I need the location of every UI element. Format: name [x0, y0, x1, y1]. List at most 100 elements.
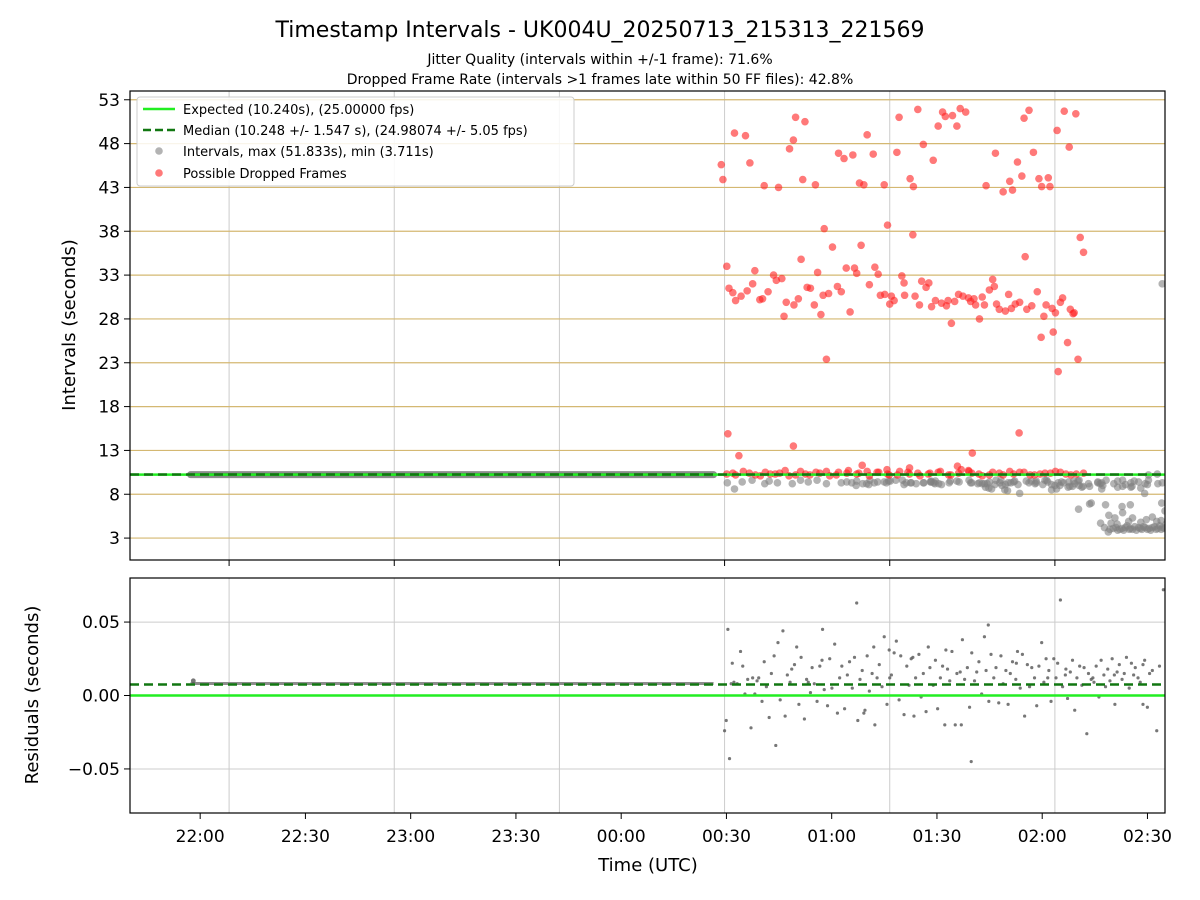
dropped-frame-point: [925, 279, 933, 287]
interval-point: [945, 479, 953, 487]
residuals-plot: −0.05 0.00 0.05 22:00 22:30 23:00 23:30 00:00 00…: [68, 577, 1172, 847]
residual-point: [984, 668, 988, 673]
dropped-frame-point: [1049, 328, 1058, 336]
dropped-frame-point: [953, 122, 961, 130]
dropped-frame-point: [950, 297, 959, 306]
interval-point: [723, 479, 732, 487]
dropped-frame-point: [1015, 298, 1024, 307]
intervals-ytick-label: 48: [98, 135, 120, 155]
residual-point: [1150, 668, 1154, 673]
residual-point: [924, 710, 928, 714]
dropped-frame-point: [858, 461, 867, 470]
residual-point: [967, 705, 972, 709]
residual-point: [808, 690, 813, 695]
interval-point: [906, 479, 915, 487]
dropped-frame-point: [852, 269, 861, 278]
dropped-frame-point: [890, 296, 898, 305]
dropped-frame-point: [1046, 469, 1055, 478]
dropped-frame-point: [980, 301, 989, 309]
dropped-frame-point: [906, 174, 914, 183]
residual-point: [746, 677, 750, 681]
dropped-frame-point: [791, 113, 800, 122]
dropped-frame-point: [828, 243, 837, 251]
residual-point: [943, 723, 947, 727]
residual-point: [959, 723, 963, 727]
dropped-frame-point: [817, 310, 825, 319]
residual-point: [755, 679, 759, 683]
residual-point: [1091, 676, 1095, 680]
residual-point: [732, 680, 736, 684]
residual-point: [899, 654, 903, 658]
residual-point: [917, 652, 921, 656]
residual-point: [806, 680, 810, 684]
dropped-frame-point: [1005, 467, 1014, 476]
residual-point: [872, 645, 876, 649]
interval-point: [981, 483, 990, 492]
residual-point: [722, 729, 727, 733]
time-xtick-label: 00:00: [597, 827, 646, 847]
dropped-frame-point: [857, 241, 865, 250]
interval-point: [1004, 479, 1012, 487]
interval-point: [765, 477, 773, 485]
interval-point: [1025, 479, 1033, 487]
intervals-frame: [129, 90, 1166, 561]
residual-point: [877, 663, 881, 667]
residual-point: [1117, 663, 1121, 667]
legend-intervals-swatch: [155, 147, 163, 155]
interval-point: [1124, 517, 1133, 526]
interval-point: [788, 479, 797, 488]
residual-point: [970, 651, 974, 655]
dropped-frame-point: [880, 290, 889, 299]
residual-point: [1037, 664, 1041, 668]
dropped-frame-point: [806, 284, 815, 293]
intervals-ytick-label: 33: [98, 266, 120, 286]
residual-point: [887, 648, 891, 652]
residual-point: [1155, 729, 1159, 733]
dropped-frame-point: [739, 467, 748, 476]
dropped-frame-point: [834, 149, 843, 158]
dropped-frame-point: [1025, 106, 1033, 115]
residual-point: [875, 676, 879, 680]
dropped-frame-point: [729, 288, 737, 297]
residual-point: [1161, 588, 1165, 592]
residual-point: [880, 685, 884, 689]
residual-point: [1030, 665, 1034, 670]
residual-point: [948, 679, 952, 683]
dropped-frame-point: [871, 263, 879, 272]
residual-point: [828, 657, 832, 661]
interval-point: [1118, 508, 1127, 517]
residual-point: [892, 651, 896, 655]
interval-point: [900, 480, 908, 489]
dropped-frame-point: [813, 268, 822, 277]
dropped-frame-point: [1029, 148, 1038, 157]
residual-point: [822, 688, 826, 692]
residual-point: [889, 673, 893, 677]
residual-point: [969, 759, 973, 764]
residual-point: [825, 704, 830, 708]
residual-point: [1103, 685, 1108, 689]
residual-point: [862, 711, 866, 715]
dropped-frame-point: [1079, 248, 1088, 257]
residual-point: [741, 664, 745, 668]
residual-point: [911, 655, 915, 659]
residual-point: [799, 655, 803, 659]
interval-point: [1101, 500, 1110, 509]
residual-point: [989, 652, 993, 656]
residual-point: [778, 698, 782, 702]
dropped-frame-point: [729, 469, 737, 478]
dropped-frame-point: [1035, 174, 1043, 183]
dropped-frame-point: [982, 181, 990, 190]
residual-point: [820, 658, 824, 662]
residual-point: [795, 645, 799, 649]
dropped-frame-point: [1005, 177, 1014, 186]
dropped-frame-point: [764, 287, 772, 296]
dropped-frame-point: [900, 291, 909, 300]
dropped-frame-point: [719, 175, 727, 184]
dropped-frame-point: [909, 230, 917, 239]
interval-point: [1128, 482, 1136, 491]
interval-point: [1079, 482, 1087, 491]
time-xtick-label: 23:30: [491, 827, 540, 847]
residual-point: [1058, 598, 1062, 602]
dropped-frame-point: [898, 272, 906, 280]
residual-point: [921, 671, 925, 676]
